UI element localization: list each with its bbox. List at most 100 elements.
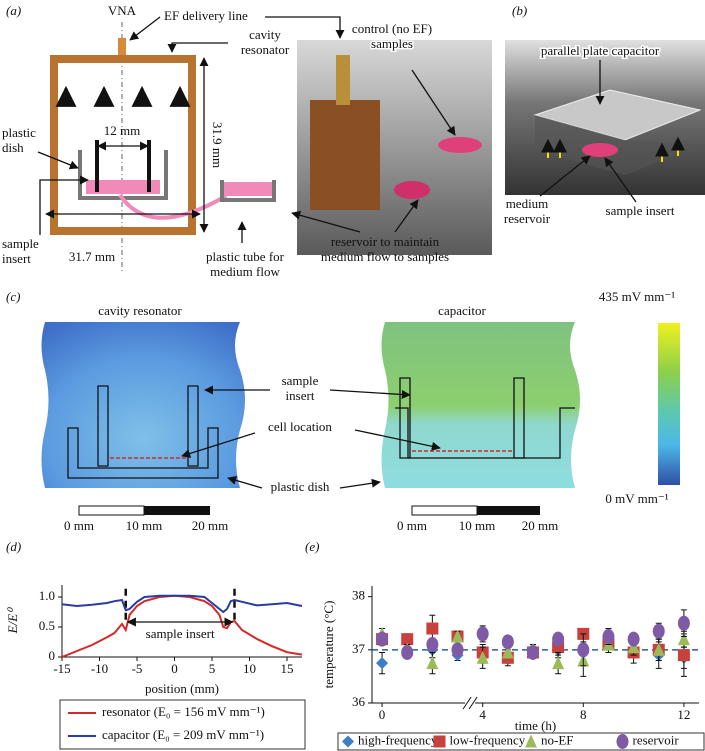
marker [652, 642, 665, 656]
arrow [539, 155, 591, 197]
label: medium flow [210, 264, 280, 279]
x-tick-label: 8 [580, 707, 587, 722]
marker [476, 650, 489, 664]
marker [552, 656, 565, 670]
label: cavity resonator [98, 303, 182, 318]
label: parallel plate capacitor [541, 43, 660, 58]
annotation: sample insert [146, 626, 215, 641]
legend-swatch [342, 735, 354, 748]
marker [451, 629, 464, 643]
colorbar-label: 0 mV mm⁻¹ [605, 491, 668, 506]
scale-bar [411, 505, 478, 516]
annotation-bg [140, 628, 221, 642]
medium [224, 182, 272, 196]
arrow [37, 151, 79, 170]
series-line [61, 594, 303, 614]
legend-label: high-frequency [358, 732, 438, 747]
arrow [129, 16, 161, 41]
legend-label: resonator (E₀ = 156 mV mm⁻¹) [102, 704, 265, 719]
label: insert [286, 388, 315, 403]
panel-c: (c) cavity resonator capacitor sample in… [6, 289, 680, 533]
scale-label: 10 mm [126, 518, 162, 533]
arrow [265, 16, 345, 39]
photo-dish [582, 143, 618, 157]
label: medium [506, 196, 549, 211]
label: sample [2, 236, 39, 251]
panel-label: (a) [6, 3, 21, 18]
label: 31.9 mm [210, 122, 225, 168]
marker [552, 631, 565, 647]
x-tick-label: 5 [209, 661, 216, 676]
legend-label: capacitor (E₀ = 209 mV mm⁻¹) [102, 727, 264, 742]
dish [220, 180, 276, 202]
marker [476, 626, 489, 642]
x-tick-label: 10 [243, 661, 256, 676]
antenna [118, 38, 126, 58]
series-line [61, 594, 303, 658]
label: cavity [249, 27, 281, 42]
label: VNA [108, 3, 137, 18]
label: sample insert [606, 203, 675, 218]
cavity-box [50, 55, 196, 235]
y-tick-label: 0 [49, 648, 56, 663]
scale-bar [477, 506, 540, 515]
colorbar [658, 323, 680, 485]
axis-break [465, 698, 476, 708]
x-tick-label: 0 [171, 661, 178, 676]
marker [602, 629, 615, 645]
label: control (no EF) [352, 21, 432, 36]
scale-label: 20 mm [192, 518, 228, 533]
marker [426, 622, 439, 635]
y-axis-label: E/E⁰ [5, 607, 20, 634]
photo-plate [535, 115, 700, 175]
x-axis-label: time (h) [515, 718, 557, 733]
panel-label: (c) [6, 289, 20, 304]
x-tick-label: 15 [281, 661, 294, 676]
panel-b: (b) parallel plate capacitor medium rese… [504, 3, 705, 226]
x-tick-label: -15 [53, 661, 70, 676]
x-tick-label: -10 [91, 661, 108, 676]
marker [376, 631, 389, 647]
label: reservoir to maintain [331, 234, 440, 249]
photo-resonator [310, 100, 380, 210]
field-map [381, 322, 580, 488]
arrow [227, 475, 263, 489]
label: EF delivery line [164, 8, 248, 23]
label: resonator [241, 42, 290, 57]
label: reservoir [504, 211, 551, 226]
label: plastic [2, 125, 36, 140]
label: samples [371, 36, 413, 51]
panel-a: (a) VNA EF delivery line cavity resonato… [2, 3, 492, 279]
legend-box [337, 732, 705, 751]
x-tick-label: 12 [677, 707, 690, 722]
axis-break [462, 696, 472, 710]
x-tick-label: 0 [379, 707, 386, 722]
legend-label: no-EF [541, 732, 574, 747]
marker [501, 645, 514, 659]
legend-swatch [525, 734, 537, 748]
charts: (d) -15 -10 -5 0 5 10 15 0 0.5 1.0 position (mm) E/E… [5, 539, 705, 751]
label: dish [2, 140, 24, 155]
marker [376, 657, 389, 670]
marker [677, 615, 690, 631]
y-axis-label: temperature (°C) [321, 601, 336, 689]
marker [677, 649, 690, 662]
label: cell location [268, 419, 332, 434]
geometry-outline [67, 377, 575, 479]
x-tick-label: -5 [132, 661, 143, 676]
arrow [604, 157, 637, 203]
legend-label: reservoir [633, 732, 680, 747]
y-tick-label: 36 [352, 694, 366, 709]
label: 12 mm [104, 123, 140, 138]
field-arrows [55, 85, 191, 107]
medium [86, 180, 160, 194]
axis-break [468, 696, 478, 710]
marker [627, 631, 640, 647]
label: capacitor [438, 303, 486, 318]
marker [652, 623, 665, 639]
scale-label: 0 mm [64, 518, 94, 533]
arrow [181, 432, 256, 458]
colorbar-label: 435 mV mm⁻¹ [599, 289, 675, 304]
